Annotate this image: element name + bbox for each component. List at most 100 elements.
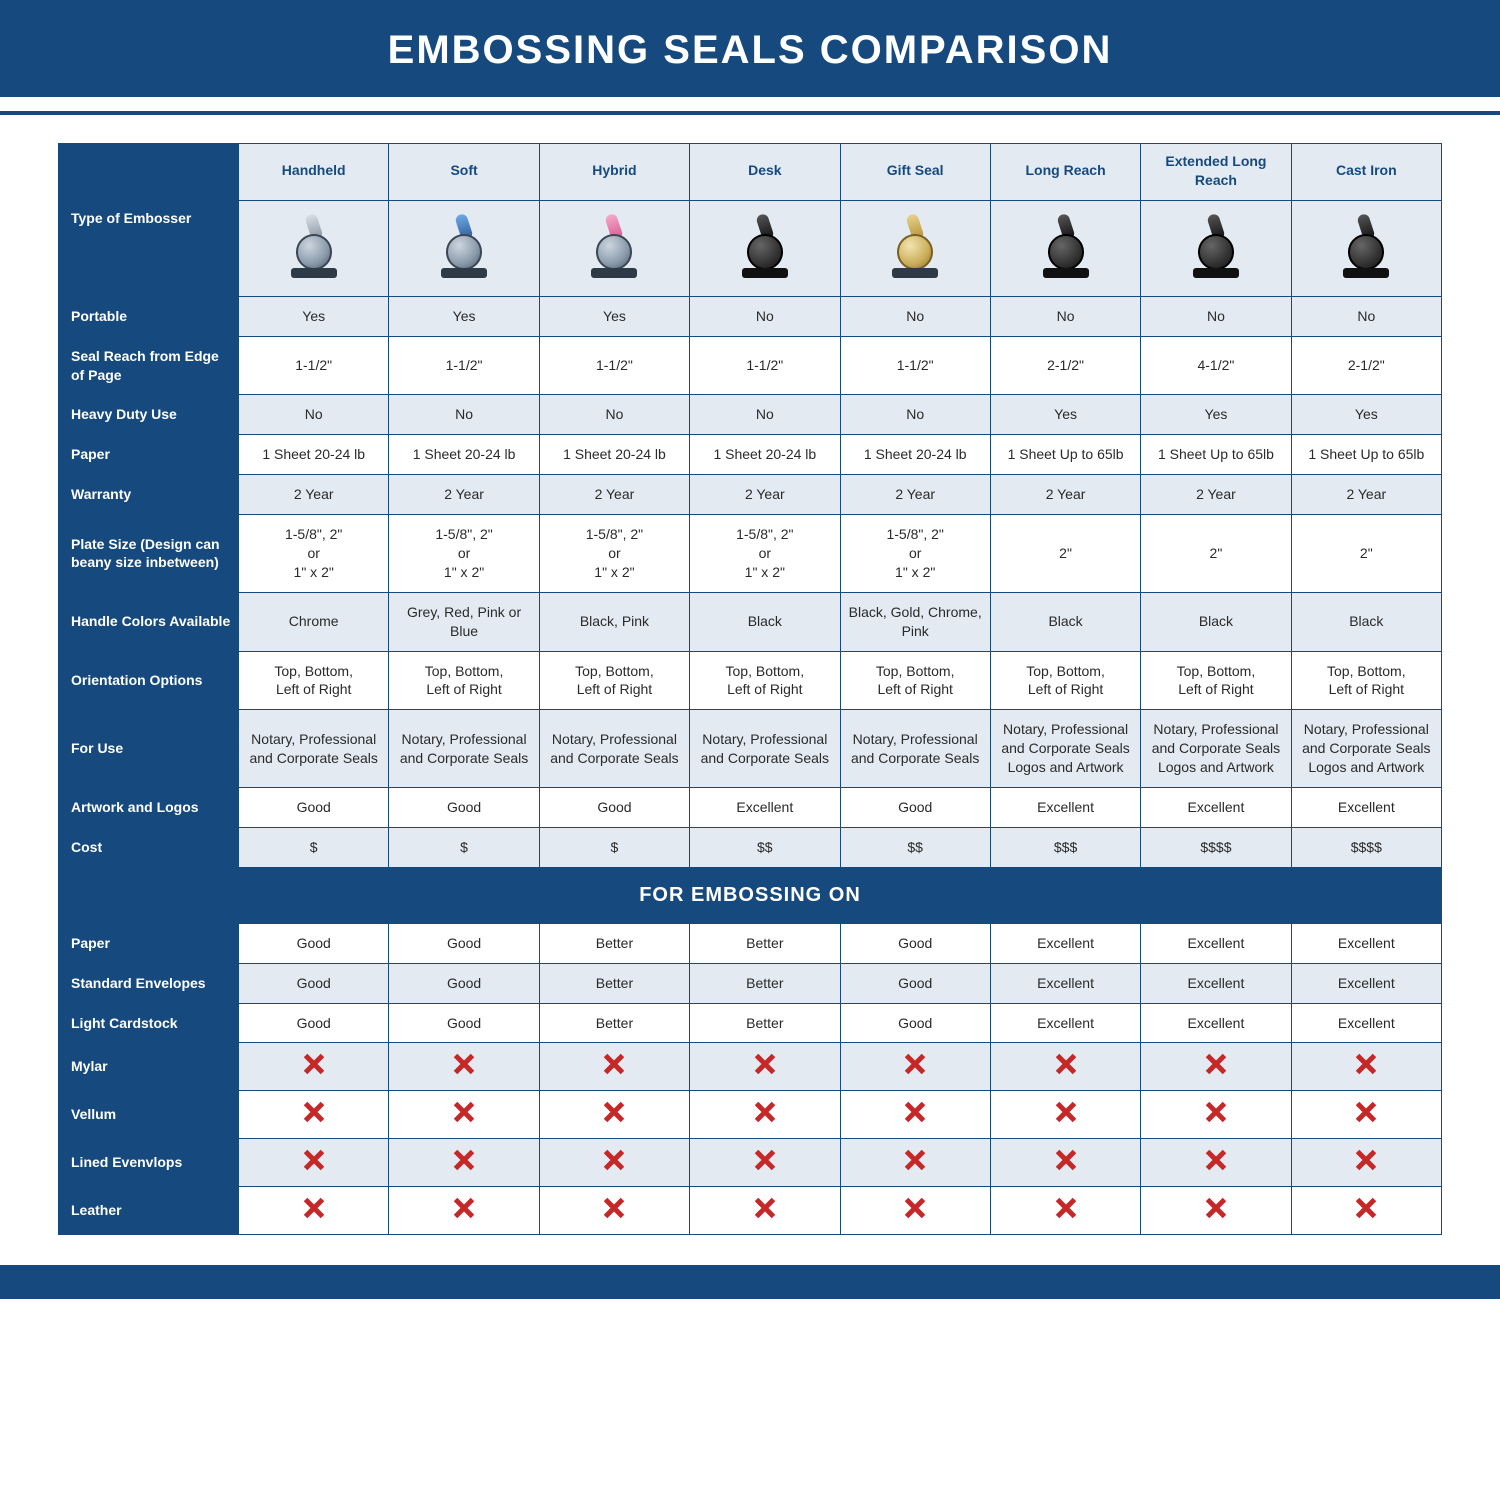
table-row: Mylar <box>59 1043 1442 1091</box>
table-cell: Better <box>539 963 689 1003</box>
row-label: Plate Size (Design can beany size inbetw… <box>59 515 239 593</box>
table-cell: Good <box>840 963 990 1003</box>
column-header: Long Reach <box>990 144 1140 201</box>
not-supported-icon <box>453 1053 475 1075</box>
table-row: Leather <box>59 1187 1442 1235</box>
table-cell: 1 Sheet Up to 65lb <box>990 435 1140 475</box>
not-supported-icon <box>1055 1101 1077 1123</box>
embosser-icon <box>582 214 646 278</box>
row-label: Artwork and Logos <box>59 788 239 828</box>
table-cell: $$ <box>840 827 990 867</box>
section-divider: FOR EMBOSSING ON <box>59 867 1442 923</box>
table-cell: 2" <box>1141 515 1291 593</box>
table-cell: Good <box>389 923 539 963</box>
product-image-cell <box>1291 200 1441 296</box>
table-cell <box>840 1043 990 1091</box>
table-cell: Good <box>239 788 389 828</box>
table-cell: Yes <box>1291 395 1441 435</box>
not-supported-icon <box>1355 1149 1377 1171</box>
table-cell: Good <box>840 923 990 963</box>
table-cell: Top, Bottom,Left of Right <box>840 651 990 710</box>
table-cell: No <box>539 395 689 435</box>
table-cell <box>1141 1091 1291 1139</box>
table-cell: Excellent <box>1291 788 1441 828</box>
column-header: Cast Iron <box>1291 144 1441 201</box>
table-cell: Excellent <box>990 963 1140 1003</box>
table-row: Warranty2 Year2 Year2 Year2 Year2 Year2 … <box>59 475 1442 515</box>
table-cell: $ <box>239 827 389 867</box>
table-cell: 1-1/2" <box>539 336 689 395</box>
column-header-row: Type of Embosser HandheldSoftHybridDeskG… <box>59 144 1442 201</box>
table-cell <box>539 1043 689 1091</box>
table-cell: Good <box>389 963 539 1003</box>
table-cell: 1-1/2" <box>690 336 840 395</box>
not-supported-icon <box>303 1101 325 1123</box>
row-label: Handle Colors Available <box>59 592 239 651</box>
row-label: Paper <box>59 435 239 475</box>
table-cell: Notary, Professional and Corporate Seals <box>690 710 840 788</box>
table-cell: 1 Sheet Up to 65lb <box>1141 435 1291 475</box>
product-image-cell <box>239 200 389 296</box>
product-image-cell <box>539 200 689 296</box>
table-cell: Excellent <box>990 788 1140 828</box>
product-image-row <box>59 200 1442 296</box>
table-row: Cost$$$$$$$$$$$$$$$$$$ <box>59 827 1442 867</box>
table-cell: Excellent <box>1141 963 1291 1003</box>
embosser-icon <box>432 214 496 278</box>
table-cell: 1-1/2" <box>389 336 539 395</box>
table-cell <box>1291 1139 1441 1187</box>
table-cell: Notary, Professional and Corporate Seals <box>239 710 389 788</box>
not-supported-icon <box>904 1149 926 1171</box>
table-cell <box>690 1091 840 1139</box>
table-cell: 2 Year <box>690 475 840 515</box>
not-supported-icon <box>1205 1197 1227 1219</box>
table-cell: Good <box>239 923 389 963</box>
row-label: Paper <box>59 923 239 963</box>
row-label: Vellum <box>59 1091 239 1139</box>
product-image-cell <box>690 200 840 296</box>
table-cell <box>990 1091 1140 1139</box>
table-cell <box>1141 1187 1291 1235</box>
embosser-icon <box>1184 214 1248 278</box>
table-cell: Yes <box>539 296 689 336</box>
not-supported-icon <box>1355 1053 1377 1075</box>
embosser-icon <box>1334 214 1398 278</box>
row-label: Mylar <box>59 1043 239 1091</box>
table-cell: 1 Sheet 20-24 lb <box>840 435 990 475</box>
table-cell: $$$$ <box>1141 827 1291 867</box>
table-cell: Black <box>1141 592 1291 651</box>
row-label: Orientation Options <box>59 651 239 710</box>
table-cell <box>1141 1139 1291 1187</box>
row-label: For Use <box>59 710 239 788</box>
table-cell: 2-1/2" <box>990 336 1140 395</box>
spacer <box>0 97 1500 111</box>
not-supported-icon <box>1205 1053 1227 1075</box>
not-supported-icon <box>754 1197 776 1219</box>
table-row: Lined Evenvlops <box>59 1139 1442 1187</box>
column-header: Extended Long Reach <box>1141 144 1291 201</box>
table-container: Type of Embosser HandheldSoftHybridDeskG… <box>0 143 1500 1235</box>
table-cell: Yes <box>389 296 539 336</box>
table-cell: Notary, Professional and Corporate Seals… <box>1141 710 1291 788</box>
table-cell: 2 Year <box>389 475 539 515</box>
product-image-cell <box>1141 200 1291 296</box>
product-image-cell <box>990 200 1140 296</box>
table-cell: Better <box>539 923 689 963</box>
table-cell: Top, Bottom,Left of Right <box>239 651 389 710</box>
not-supported-icon <box>754 1149 776 1171</box>
table-cell: $$$ <box>990 827 1140 867</box>
table-cell <box>389 1139 539 1187</box>
table-cell: Better <box>539 1003 689 1043</box>
table-cell: Excellent <box>1141 1003 1291 1043</box>
table-cell: 1-5/8", 2"or1" x 2" <box>690 515 840 593</box>
row-label: Heavy Duty Use <box>59 395 239 435</box>
row-header-label: Type of Embosser <box>59 144 239 297</box>
column-header: Desk <box>690 144 840 201</box>
not-supported-icon <box>1355 1101 1377 1123</box>
table-cell <box>840 1187 990 1235</box>
not-supported-icon <box>754 1053 776 1075</box>
not-supported-icon <box>1205 1101 1227 1123</box>
embosser-icon <box>733 214 797 278</box>
table-cell <box>1141 1043 1291 1091</box>
table-row: Paper1 Sheet 20-24 lb1 Sheet 20-24 lb1 S… <box>59 435 1442 475</box>
